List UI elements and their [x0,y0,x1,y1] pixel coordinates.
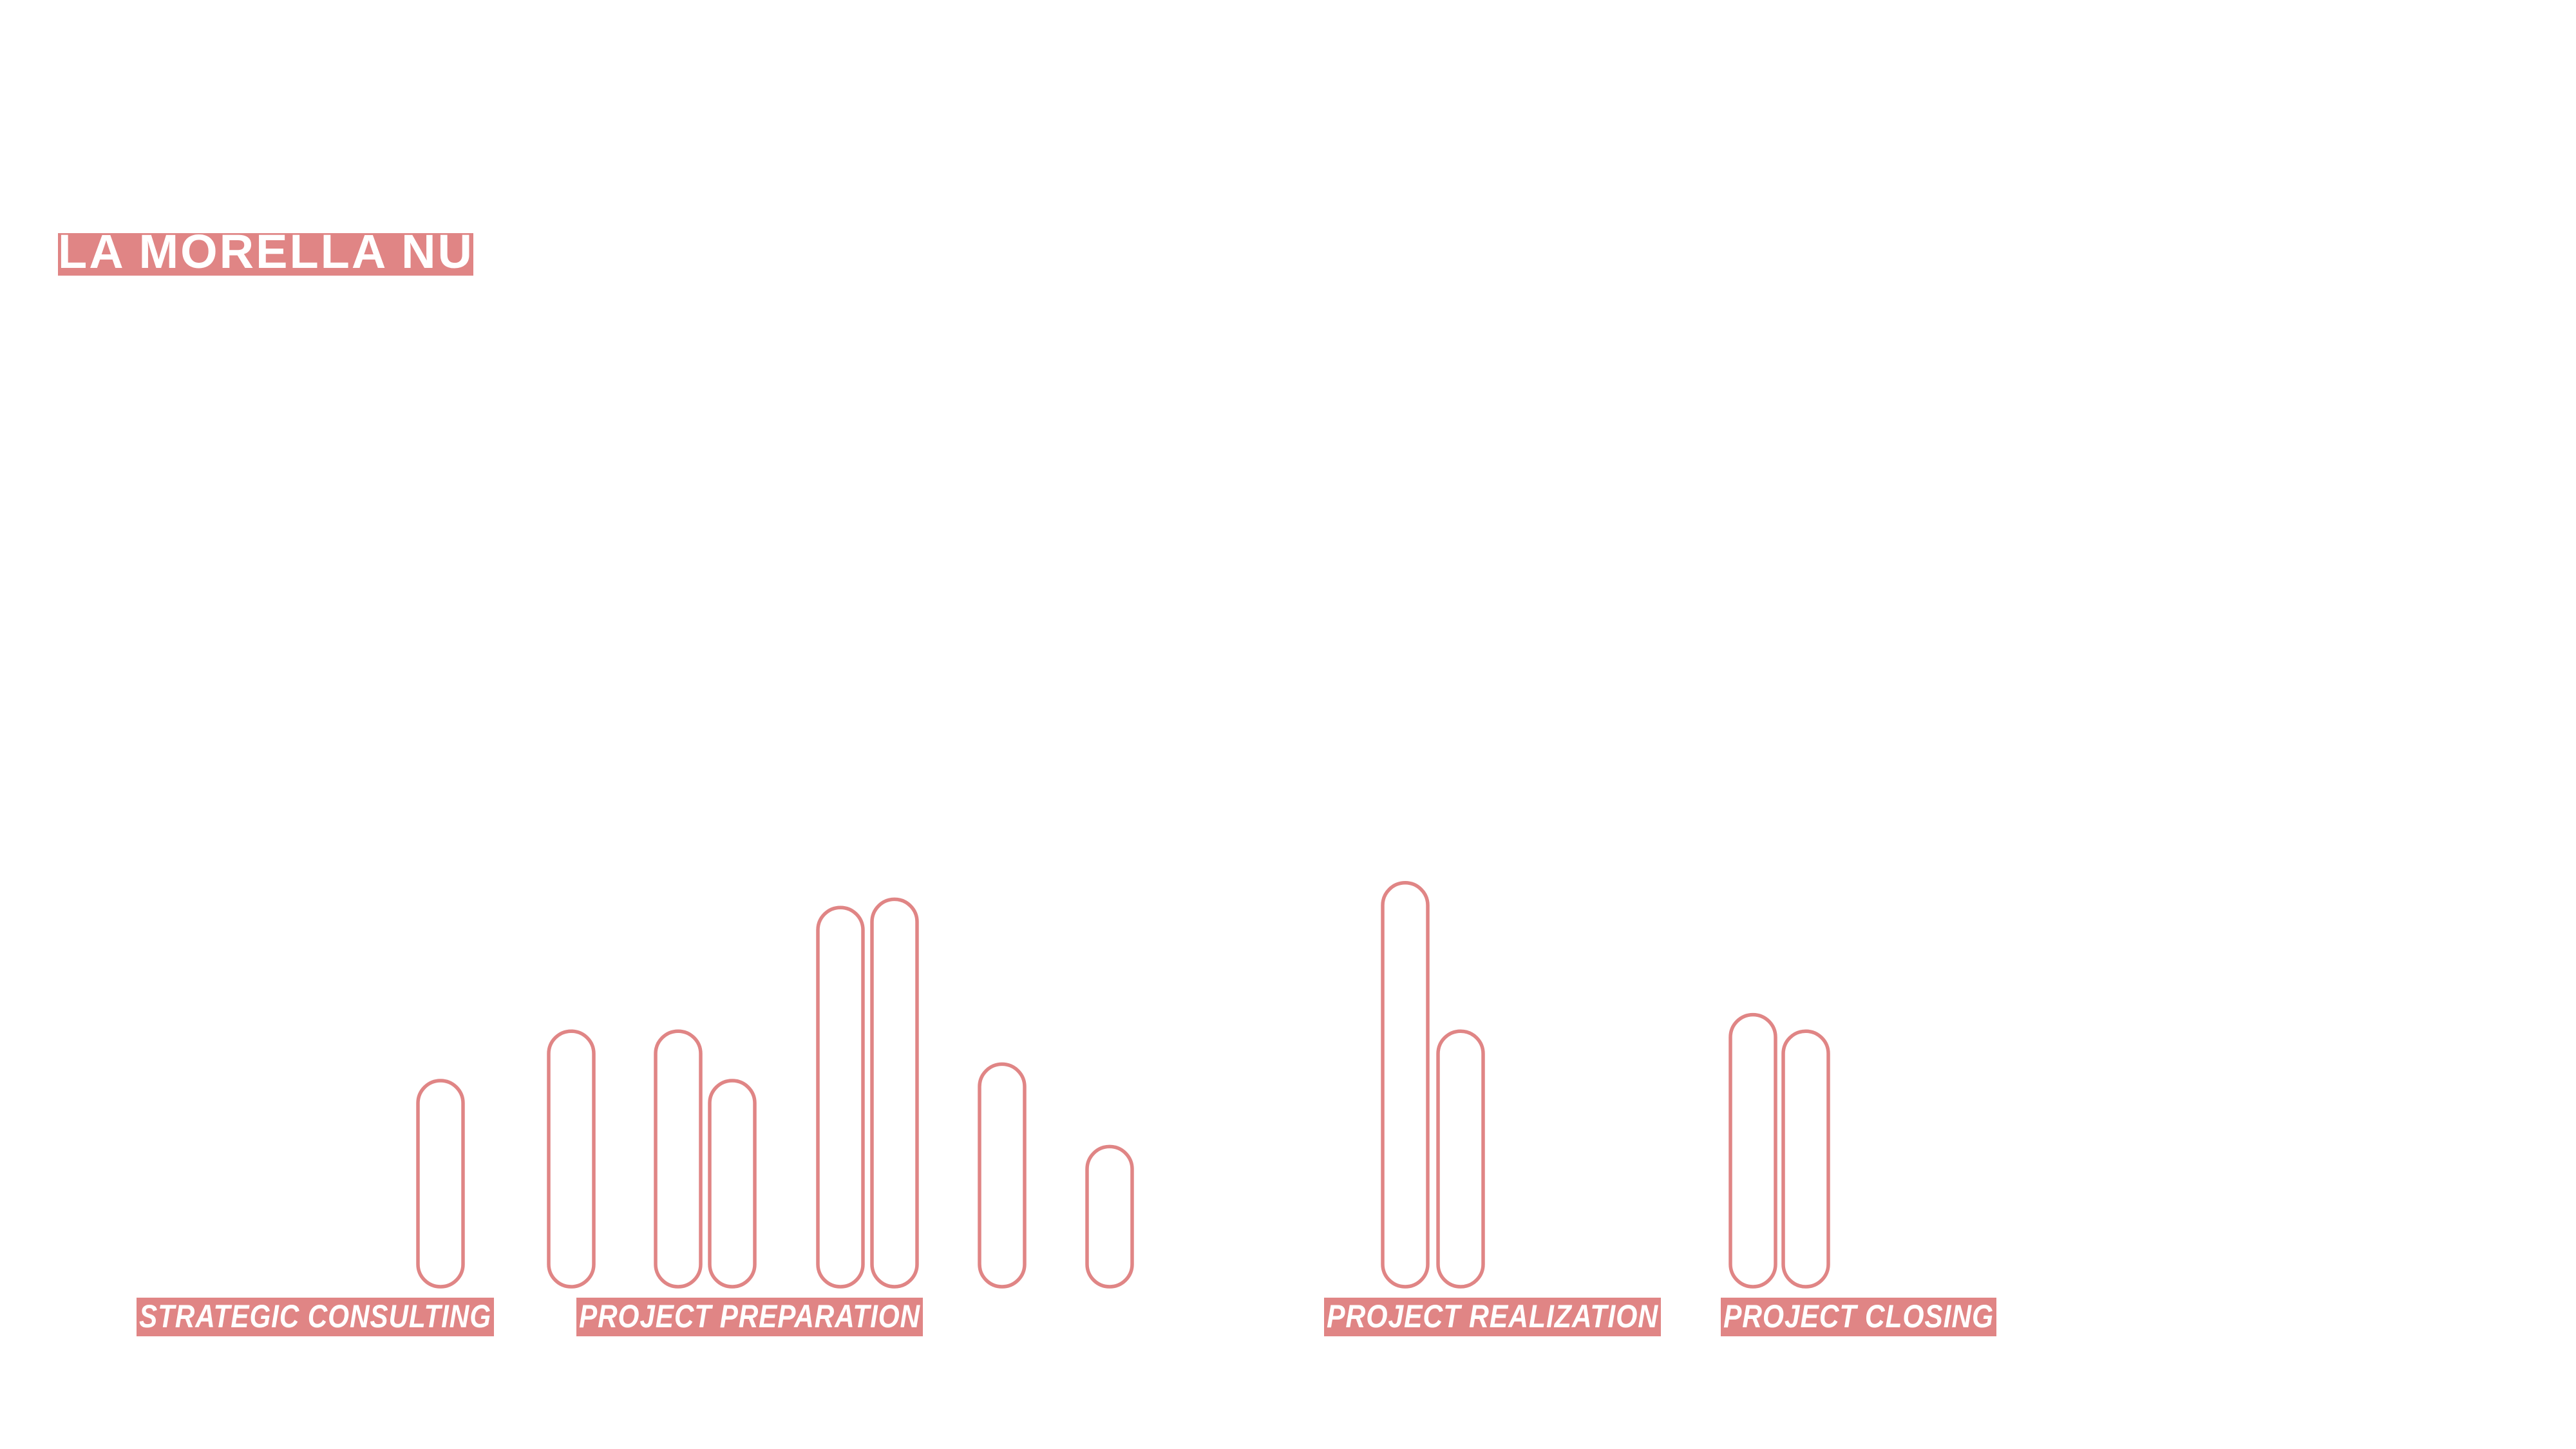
bar [1436,1029,1485,1289]
bar [416,1079,465,1289]
bar [1085,1144,1134,1289]
phase-label-highlight [1721,1298,1996,1336]
bar [1781,1029,1830,1289]
title-highlight [58,233,473,276]
bar [547,1029,596,1289]
phase-label: PROJECT PREPARATION [579,1298,920,1334]
phase-labels-group: STRATEGIC CONSULTING PROJECT PREPARATION P… [137,1298,1996,1336]
bars-group [416,881,1830,1289]
bar [978,1062,1027,1289]
chart-title: LA MORELLA NUTS [58,225,539,278]
bar [1381,881,1430,1289]
bar [816,905,865,1289]
phase-label-highlight [576,1298,923,1336]
phase-label: PROJECT CLOSING [1723,1298,1994,1334]
phase-label-highlight [137,1298,494,1336]
phase-label: PROJECT REALIZATION [1327,1298,1658,1334]
phase-label-highlight [1324,1298,1661,1336]
phase-label: STRATEGIC CONSULTING [139,1298,491,1334]
bar [870,897,919,1289]
bar [1728,1012,1777,1289]
bar [654,1029,703,1289]
bar [708,1079,757,1289]
